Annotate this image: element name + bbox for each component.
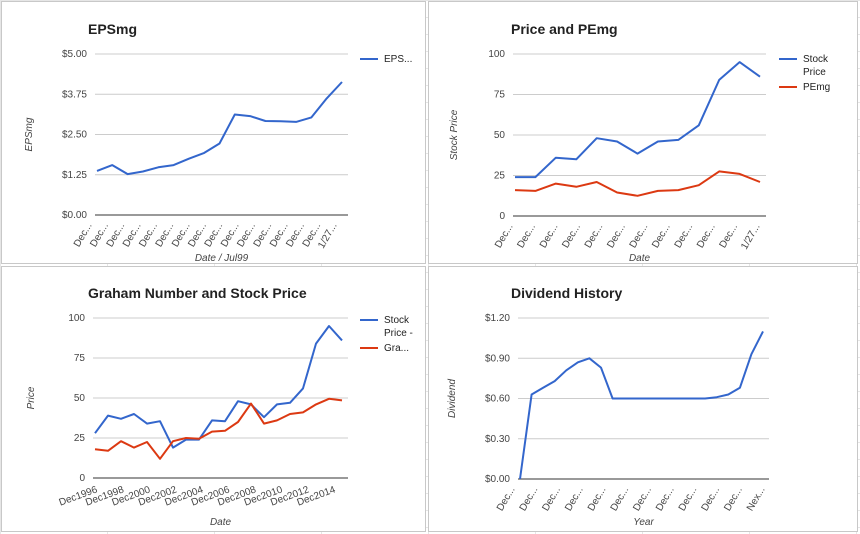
eps-chart: EPSmg$0.00$1.25$2.50$3.75$5.00Dec...Dec.… (24, 21, 412, 264)
dividend-series-line-1 (519, 330, 764, 480)
graham-y-tick-label: 75 (74, 353, 86, 364)
dividend-y-tick-label: $0.00 (485, 474, 510, 485)
dividend-y-tick-label: $1.20 (485, 313, 510, 324)
eps-y-tick-label: $0.00 (62, 210, 87, 221)
price-x-tick-label: Dec... (650, 222, 673, 250)
eps-x-axis-label: Date / Jul99 (195, 253, 249, 264)
price-y-tick-label: 50 (494, 130, 506, 141)
price-y-tick-label: 75 (494, 90, 506, 101)
graham-x-axis-label: Date (210, 517, 232, 528)
graham-y-tick-label: 50 (74, 393, 86, 404)
price-x-tick-label: Dec... (695, 222, 718, 250)
eps-y-tick-label: $1.25 (62, 170, 87, 181)
dividend-x-tick-label: Dec... (518, 485, 541, 513)
graham-chart: Graham Number and Stock Price 0 25 50 75 100 D… (26, 285, 413, 528)
eps-series-line-1 (96, 81, 343, 176)
dividend-x-tick-label: Dec... (654, 485, 677, 513)
graham-y-tick-label: 25 (74, 433, 86, 444)
price-y-tick-label: 100 (488, 49, 505, 60)
dividend-x-tick-label: Dec... (540, 485, 563, 513)
price-y-axis-label: Stock Price (449, 109, 460, 160)
price-y-tick-label: 25 (494, 171, 506, 182)
dividend-x-tick-label: Dec... (677, 485, 700, 513)
price-series-line-1 (515, 61, 761, 179)
eps-legend-label: EPS... (384, 54, 412, 65)
price-x-tick-label: Dec... (560, 222, 583, 250)
eps-y-tick-label: $3.75 (62, 89, 87, 100)
graham-y-tick-label: 0 (79, 473, 85, 484)
dividend-x-tick-label: Dec... (563, 485, 586, 513)
graham-series-line-1 (94, 325, 343, 449)
dividend-x-tick-label: Dec... (700, 485, 723, 513)
dividend-x-tick-label: Dec... (586, 485, 609, 513)
chart-panel-dividend[interactable]: Dividend History $0.00 $0.30 $0.60 $0.90 $1.2… (428, 266, 858, 532)
eps-y-axis-label: EPSmg (24, 117, 35, 151)
price-x-tick-label: Dec... (673, 222, 696, 250)
dividend-chart: Dividend History $0.00 $0.30 $0.60 $0.90 $1.2… (447, 285, 769, 528)
price-x-tick-label: Dec... (515, 222, 538, 250)
price-x-tick-label: Dec... (583, 222, 606, 250)
chart-panel-eps[interactable]: EPSmg $0.00 $1.25 $2.50 $3.75 $5.00 Dec... Dec.… (1, 1, 426, 264)
price-series-line-2 (514, 170, 761, 197)
graham-series-line-2 (94, 397, 343, 460)
price-y-tick-label: 0 (499, 211, 505, 222)
dividend-x-tick-label: Nex... (745, 485, 768, 513)
graham-y-axis-label: Price (26, 386, 37, 409)
price-x-tick-label: 1/27... (739, 222, 762, 252)
price-x-tick-label: Dec... (493, 222, 516, 250)
dividend-x-axis-label: Year (633, 517, 654, 528)
eps-y-tick-label: $5.00 (62, 49, 87, 60)
dividend-x-tick-label: Dec... (722, 485, 745, 513)
price-x-tick-label: Dec... (718, 222, 741, 250)
graham-y-tick-label: 100 (68, 313, 85, 324)
price-legend-label: PEmg (803, 82, 830, 93)
price-x-tick-label: Dec... (605, 222, 628, 250)
chart-panel-graham[interactable]: Graham Number and Stock Price 0 25 50 75 100 D… (1, 266, 426, 532)
dividend-chart-title: Dividend History (511, 285, 622, 301)
dividend-y-tick-label: $0.90 (485, 353, 510, 364)
chart-panel-price[interactable]: Price and PEmg 0 25 50 75 100 Dec... Dec... Dec.… (428, 1, 858, 264)
dividend-y-axis-label: Dividend (447, 379, 458, 418)
eps-y-tick-label: $2.50 (62, 130, 87, 141)
dividend-y-tick-label: $0.60 (485, 394, 510, 405)
dividend-x-tick-label: Dec... (609, 485, 632, 513)
dividend-x-tick-label: Dec... (495, 485, 518, 513)
price-x-tick-label: Dec... (628, 222, 651, 250)
graham-legend-label: Stock Price - (384, 315, 413, 339)
price-legend-label: Stock Price (803, 54, 829, 78)
price-x-tick-label: Dec... (538, 222, 561, 250)
eps-chart-title: EPSmg (88, 21, 137, 37)
graham-legend-label: Gra... (384, 343, 409, 354)
price-chart-title: Price and PEmg (511, 21, 618, 37)
dividend-y-tick-label: $0.30 (485, 434, 510, 445)
price-x-axis-label: Date (629, 253, 651, 264)
dividend-x-tick-label: Dec... (631, 485, 654, 513)
graham-chart-title: Graham Number and Stock Price (88, 285, 307, 301)
